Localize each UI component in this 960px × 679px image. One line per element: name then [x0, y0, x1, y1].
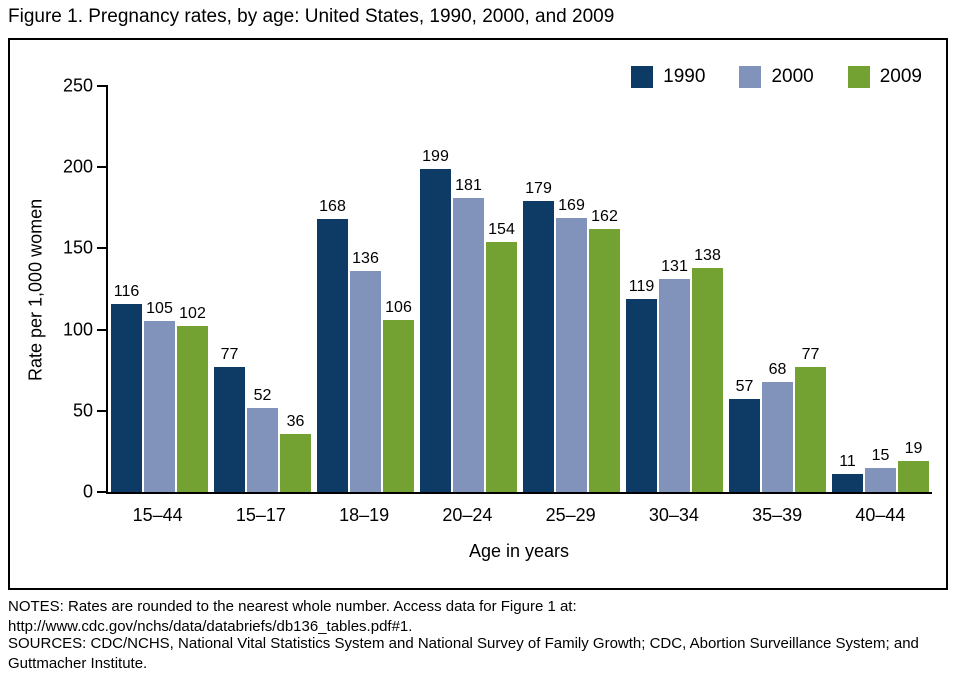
bar-value-label: 199 — [422, 147, 449, 165]
bar-2009-40-44: 19 — [898, 440, 929, 492]
bar-value-label: 154 — [488, 220, 515, 238]
x-category-label: 30–34 — [648, 505, 699, 525]
legend-item-2000: 2000 — [739, 66, 814, 88]
y-tick-mark — [97, 328, 108, 331]
y-tick-label: 50 — [72, 400, 93, 421]
legend-swatch-1990 — [631, 66, 654, 88]
bar-1990-18-19: 168 — [317, 198, 348, 492]
bar-2009-30-34: 138 — [692, 247, 723, 492]
y-tick-label: 200 — [62, 156, 93, 177]
bar-2000-25-29: 169 — [556, 197, 587, 492]
bar-value-label: 77 — [801, 345, 820, 363]
bar-value-label: 68 — [768, 360, 787, 378]
y-tick-label: 150 — [62, 237, 93, 258]
bar-1990-40-44: 11 — [832, 453, 863, 492]
bar-value-label: 116 — [113, 282, 140, 300]
x-category-label: 40–44 — [855, 505, 906, 525]
bar-value-label: 181 — [455, 177, 482, 195]
figure-notes: NOTES: Rates are rounded to the nearest … — [8, 598, 577, 635]
legend-swatch-2000 — [739, 66, 762, 88]
bar-1990-30-34: 119 — [626, 278, 657, 492]
bar-value-label: 77 — [220, 345, 239, 363]
bar-value-label: 15 — [871, 446, 890, 464]
figure-title: Figure 1. Pregnancy rates, by age: Unite… — [8, 6, 615, 27]
bar-group-15-44: 116 105 102 — [111, 86, 208, 492]
bar-2009-20-24: 154 — [486, 221, 517, 492]
figure-sources: SOURCES: CDC/NCHS, National Vital Statis… — [8, 635, 919, 672]
x-category-label: 15–44 — [132, 505, 183, 525]
bar-value-label: 102 — [179, 305, 206, 323]
bar-2009-15-44: 102 — [177, 305, 208, 492]
bar-2009-15-17: 36 — [280, 413, 311, 492]
plot-area: 0 50 100 150 200 250 116 105 102 77 52 36 168 136 106 1… — [63, 76, 932, 502]
bar-value-label: 179 — [525, 180, 552, 198]
bar-group-40-44: 11 15 19 — [832, 86, 929, 492]
bar-group-15-17: 77 52 36 — [214, 86, 311, 492]
bar-value-label: 162 — [591, 207, 618, 225]
bar-1990-15-17: 77 — [214, 346, 245, 492]
y-tick-mark — [97, 491, 108, 493]
y-tick-mark — [97, 247, 108, 250]
x-category-label: 18–19 — [339, 505, 390, 525]
chart-legend: 1990 2000 2009 — [631, 66, 922, 88]
bar-1990-20-24: 199 — [420, 148, 451, 492]
y-tick-mark — [97, 409, 108, 412]
x-category-labels: 15–44 15–17 18–19 20–24 25–29 30–34 35–39 40–44 — [106, 505, 932, 526]
legend-swatch-2009 — [847, 66, 870, 88]
x-category-label: 25–29 — [545, 505, 596, 525]
bar-2009-18-19: 106 — [383, 299, 414, 492]
bar-group-30-34: 119 131 138 — [626, 86, 723, 492]
bar-2000-20-24: 181 — [453, 177, 484, 492]
bar-value-label: 119 — [628, 277, 655, 295]
legend-label: 2009 — [879, 66, 922, 87]
bar-group-25-29: 179 169 162 — [523, 86, 620, 492]
bar-value-label: 138 — [694, 246, 721, 264]
bar-value-label: 36 — [286, 412, 305, 430]
bar-1990-35-39: 57 — [729, 378, 760, 492]
bar-value-label: 52 — [253, 386, 272, 404]
bar-2000-15-44: 105 — [144, 300, 175, 492]
x-category-label: 35–39 — [752, 505, 803, 525]
legend-label: 2000 — [771, 66, 814, 87]
bar-2000-18-19: 136 — [350, 250, 381, 492]
y-tick-mark — [97, 166, 108, 169]
x-category-label: 15–17 — [235, 505, 286, 525]
bar-group-18-19: 168 136 106 — [317, 86, 414, 492]
bar-1990-25-29: 179 — [523, 180, 554, 492]
y-tick-mark — [97, 85, 108, 87]
bar-2000-35-39: 68 — [762, 361, 793, 492]
y-tick-label: 0 — [82, 481, 93, 502]
bar-group-20-24: 199 181 154 — [420, 86, 517, 492]
bar-value-label: 105 — [146, 300, 173, 318]
bar-2000-15-17: 52 — [247, 387, 278, 492]
y-axis-title: Rate per 1,000 women — [25, 198, 46, 382]
bar-value-label: 11 — [839, 453, 856, 471]
bar-value-label: 168 — [319, 198, 346, 216]
bar-group-35-39: 57 68 77 — [729, 86, 826, 492]
bar-2009-35-39: 77 — [795, 346, 826, 492]
bar-value-label: 106 — [385, 298, 412, 316]
y-tick-label: 250 — [62, 75, 93, 96]
bar-value-label: 57 — [735, 378, 754, 396]
y-tick-label: 100 — [62, 319, 93, 340]
bar-value-label: 136 — [352, 250, 379, 268]
bar-value-label: 169 — [558, 196, 585, 214]
bar-value-label: 19 — [904, 440, 923, 458]
bar-2009-25-29: 162 — [589, 208, 620, 492]
legend-item-2009: 2009 — [847, 66, 922, 88]
bar-2000-30-34: 131 — [659, 258, 690, 492]
x-axis-title: Age in years — [468, 541, 570, 561]
x-category-label: 20–24 — [442, 505, 493, 525]
bar-2000-40-44: 15 — [865, 447, 896, 492]
chart-frame: 1990 2000 2009 Rate per 1,000 women 0 50 100… — [8, 38, 948, 590]
bar-value-label: 131 — [661, 258, 688, 276]
legend-item-1990: 1990 — [631, 66, 705, 88]
legend-label: 1990 — [663, 66, 706, 87]
bar-1990-15-44: 116 — [111, 283, 142, 492]
